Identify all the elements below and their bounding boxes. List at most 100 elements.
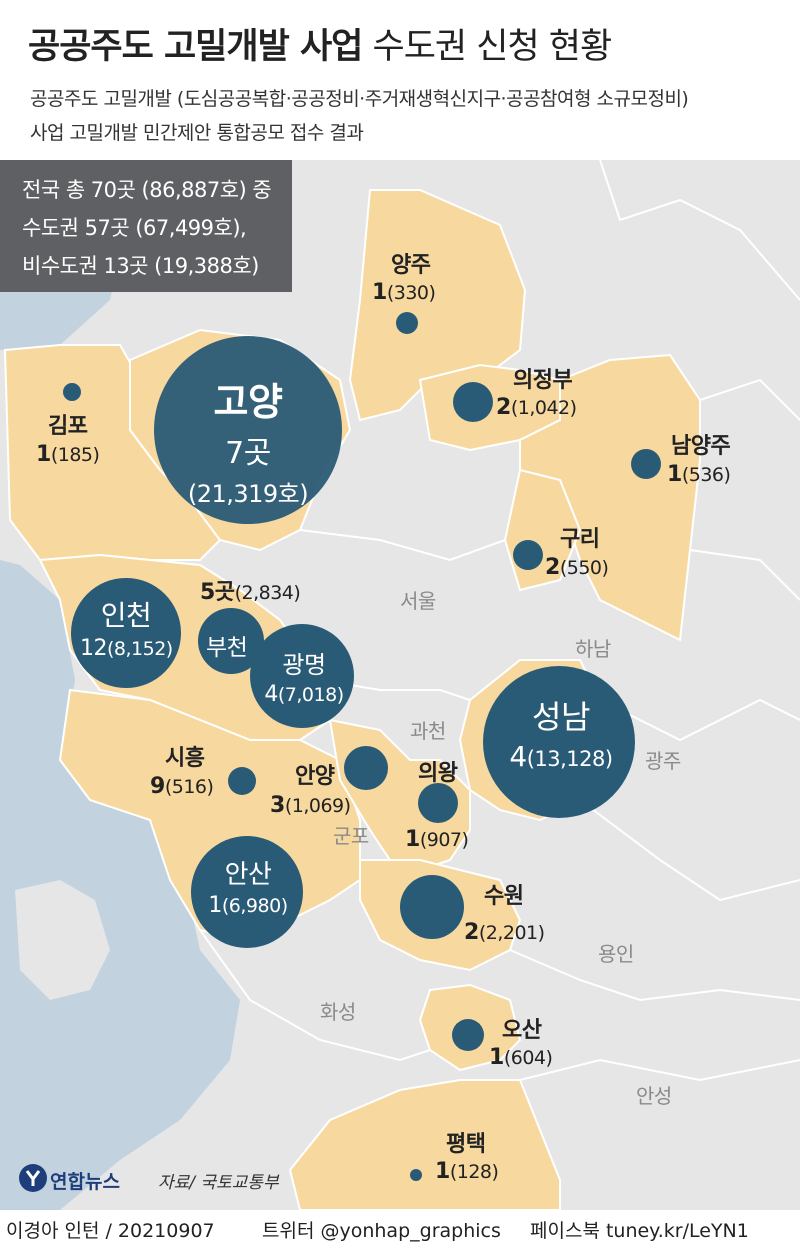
region-count: 2 — [496, 395, 511, 420]
region-osan-values: 1(604) — [489, 1045, 553, 1070]
bubble-gimpo — [63, 383, 81, 401]
region-count: 2 — [464, 920, 479, 945]
region-houses: (516) — [164, 776, 214, 798]
region-houses: (536) — [681, 464, 731, 486]
region-namyangju: 남양주 — [671, 428, 731, 460]
region-houses: (2,834) — [234, 582, 301, 604]
label-gwangju: 광주 — [645, 749, 681, 773]
bubble-suwon — [400, 875, 464, 939]
region-guri: 구리 — [560, 521, 600, 553]
footer-credit: 이경아 인턴 / 20210907 — [6, 1220, 215, 1242]
region-name: 부천 — [206, 635, 248, 661]
map-shapes — [0, 160, 800, 1210]
bubble-gwangmyeong — [250, 624, 354, 728]
region-name: 수원 — [484, 884, 524, 909]
region-houses: (128) — [449, 1161, 499, 1183]
region-name: 김포 — [48, 414, 88, 439]
bubble-anyang — [344, 746, 388, 790]
region-houses: (8,152) — [107, 638, 173, 660]
region-guri-values: 2(550) — [545, 555, 609, 580]
region-seongnam: 성남 4(13,128) — [496, 692, 626, 773]
region-houses: (550) — [559, 557, 609, 579]
map: 서울 하남 과천 광주 군포 용인 화성 안성 — [0, 160, 800, 1210]
bubble-seongnam — [483, 666, 635, 818]
label-anseong: 안성 — [636, 1084, 672, 1108]
region-anyang-values: 3(1,069) — [270, 793, 351, 818]
bubble-goyang — [154, 336, 342, 524]
region-name: 시흥 — [165, 746, 205, 771]
region-gimpo-values: 1(185) — [36, 442, 100, 467]
region-count: 7곳 — [225, 436, 271, 471]
title-bold: 공공주도 고밀개발 사업 — [28, 27, 363, 67]
header: 공공주도 고밀개발 사업 수도권 신청 현황 공공주도 고밀개발 (도심공공복합… — [0, 0, 800, 160]
island — [15, 880, 110, 1000]
region-yangju-values: 1(330) — [372, 280, 436, 305]
boundary-lines — [199, 160, 800, 1082]
region-name: 구리 — [560, 527, 600, 552]
region-suwon-values: 2(2,201) — [464, 920, 545, 945]
label-gwacheon: 과천 — [410, 719, 446, 743]
footer: 이경아 인턴 / 20210907 트위터 @yonhap_graphics 페… — [0, 1210, 800, 1246]
label-seoul: 서울 — [400, 589, 436, 613]
region-name: 남양주 — [671, 434, 731, 459]
region-uijeongbu-values: 2(1,042) — [496, 395, 577, 420]
region-bucheon: 부천 — [206, 628, 248, 662]
region-bucheon-values: 5곳(2,834) — [200, 574, 301, 606]
bubble-yangju — [396, 312, 418, 334]
region-count: 5곳 — [200, 580, 235, 605]
region-count: 1 — [435, 1159, 450, 1184]
region-houses: (2,201) — [478, 922, 545, 944]
bubble-incheon — [71, 578, 181, 688]
bubble-siheung — [228, 767, 256, 795]
region-count: 2 — [545, 555, 560, 580]
region-name: 오산 — [502, 1018, 542, 1043]
footer-twitter: 트위터 @yonhap_graphics — [262, 1220, 501, 1242]
region-houses: (6,980) — [221, 895, 288, 917]
region-pyeongtaek-values: 1(128) — [435, 1159, 499, 1184]
source-text: 자료/ 국토교통부 — [158, 1173, 279, 1193]
summary-box: 전국 총 70곳 (86,887호) 중 수도권 57곳 (67,499호), … — [0, 160, 292, 292]
region-name: 광명 — [282, 651, 326, 679]
region-goyang: 고양 7곳 (21,319호) — [180, 371, 316, 509]
region-name: 안양 — [295, 764, 335, 789]
region-houses: (907) — [419, 829, 469, 851]
sea-west — [0, 560, 240, 1210]
region-name: 성남 — [532, 698, 590, 736]
pyeongtaek-land — [288, 1079, 561, 1210]
region-count: 1 — [667, 462, 682, 487]
region-houses: (13,128) — [526, 747, 613, 771]
region-gimpo: 김포 — [48, 408, 88, 440]
region-namyangju-values: 1(536) — [667, 462, 731, 487]
region-count: 1 — [489, 1045, 504, 1070]
region-siheung: 시흥 — [165, 740, 205, 772]
bubble-guri — [513, 540, 543, 570]
region-count: 12 — [80, 636, 108, 661]
region-siheung-values: 9(516) — [150, 774, 214, 799]
region-uiwang-values: 1(907) — [405, 827, 469, 852]
region-count: 4 — [509, 740, 527, 773]
bubble-ansan — [191, 836, 303, 948]
label-hanam: 하남 — [575, 637, 611, 661]
subtitle-line2: 사업 고밀개발 민간제안 통합공모 접수 결과 — [30, 122, 364, 144]
region-houses: (604) — [503, 1047, 553, 1069]
region-name: 인천 — [100, 599, 152, 632]
bubble-namyangju — [631, 449, 661, 479]
label-yongin: 용인 — [598, 942, 634, 966]
title-normal: 수도권 신청 현황 — [372, 27, 613, 67]
region-count: 1 — [208, 893, 222, 918]
region-uijeongbu: 의정부 — [513, 362, 573, 394]
region-count: 1 — [372, 280, 387, 305]
bubble-uijeongbu — [453, 382, 493, 422]
bubble-pyeongtaek — [410, 1169, 422, 1181]
region-uiwang: 의왕 — [418, 755, 458, 787]
region-suwon: 수원 — [484, 878, 524, 910]
region-houses: (185) — [50, 444, 100, 466]
summary-line3: 비수도권 13곳 (19,388호) — [22, 254, 259, 278]
region-name: 고양 — [213, 380, 283, 424]
region-name: 의정부 — [513, 368, 573, 393]
region-houses: (330) — [386, 282, 436, 304]
bubble-bucheon — [198, 608, 264, 674]
logo-text: 연합뉴스 — [50, 1171, 120, 1193]
summary-line2: 수도권 57곳 (67,499호), — [22, 216, 247, 240]
summary-line1: 전국 총 70곳 (86,887호) 중 — [22, 178, 272, 202]
